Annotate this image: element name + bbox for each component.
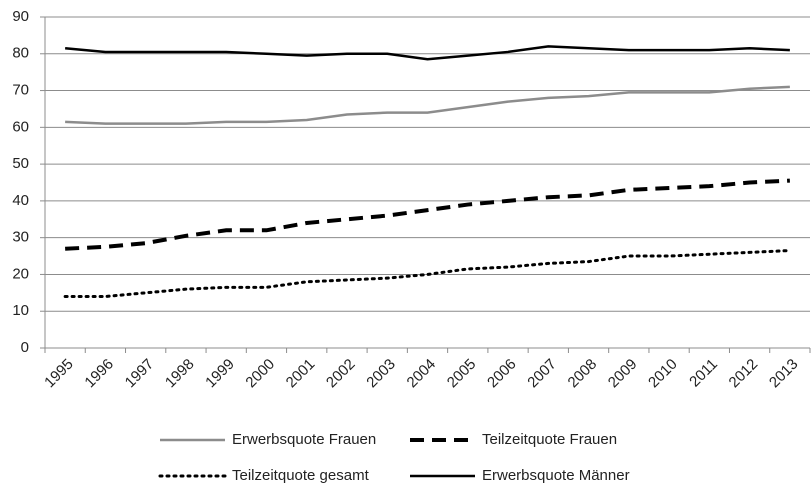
y-tick-label: 40: [12, 192, 29, 209]
legend-label: Teilzeitquote gesamt: [232, 467, 370, 484]
x-tick-label: 1995: [41, 356, 77, 392]
x-tick-label: 1996: [81, 356, 117, 392]
x-tick-label: 2013: [766, 356, 802, 392]
y-tick-label: 80: [12, 45, 29, 62]
x-tick-label: 2000: [242, 356, 278, 392]
x-tick-label: 2011: [686, 356, 721, 391]
x-tick-label: 2001: [283, 356, 319, 392]
series-line: [63, 249, 792, 299]
x-tick-label: 2002: [323, 356, 359, 392]
series-line: [65, 85, 790, 125]
y-tick-label: 90: [12, 8, 29, 25]
x-tick-label: 1998: [162, 356, 198, 392]
y-tick-label: 10: [12, 302, 29, 319]
x-tick-label: 2009: [605, 356, 641, 392]
y-tick-label: 70: [12, 82, 29, 99]
y-tick-label: 50: [12, 155, 29, 172]
x-tick-label: 2003: [363, 356, 399, 392]
x-tick-label: 2008: [565, 356, 601, 392]
x-tick-label: 2004: [404, 356, 440, 392]
x-tick-label: 2007: [524, 356, 560, 392]
x-tick-label: 2006: [484, 356, 520, 392]
y-tick-label: 60: [12, 118, 29, 135]
x-tick-label: 1997: [122, 356, 158, 392]
y-tick-label: 20: [12, 265, 29, 282]
legend-label: Erwerbsquote Frauen: [232, 431, 376, 448]
x-tick-label: 1999: [202, 356, 238, 392]
x-tick-label: 2005: [444, 356, 480, 392]
legend-label: Teilzeitquote Frauen: [482, 431, 617, 448]
y-tick-label: 30: [12, 229, 29, 246]
y-tick-label: 0: [21, 339, 29, 356]
series-line: [65, 45, 790, 61]
legend-label: Erwerbsquote Männer: [482, 467, 630, 484]
x-tick-label: 2010: [645, 356, 681, 392]
series-line: [65, 178, 790, 251]
x-tick-label: 2012: [726, 356, 762, 392]
